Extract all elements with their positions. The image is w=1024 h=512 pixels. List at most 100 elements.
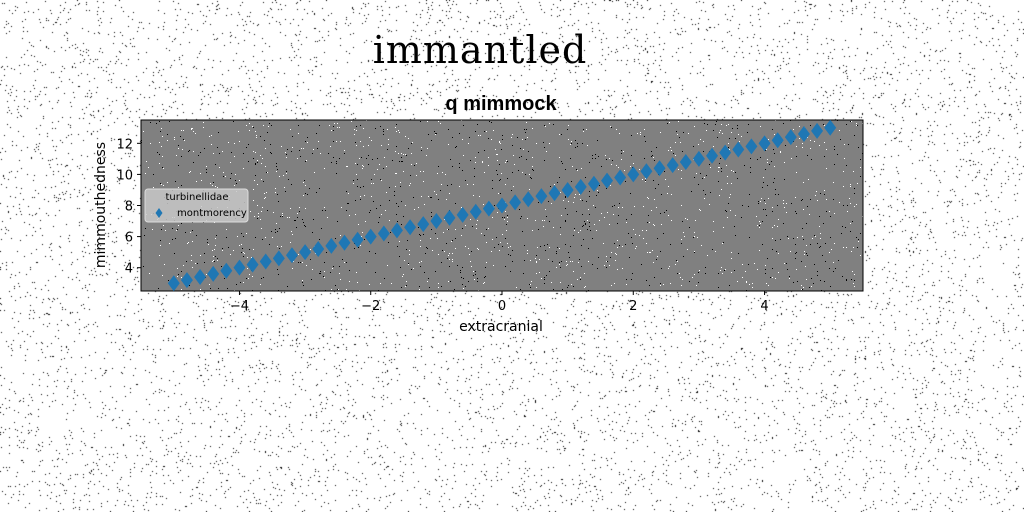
noise-dot <box>255 175 256 176</box>
noise-dot <box>273 212 274 213</box>
noise-dot <box>241 233 242 234</box>
noise-dot <box>290 208 291 209</box>
noise-dot <box>685 218 686 219</box>
data-point <box>601 172 614 189</box>
noise-dot <box>507 217 508 218</box>
noise-dot <box>762 187 763 188</box>
noise-dot <box>410 175 411 176</box>
noise-dot <box>316 133 317 134</box>
noise-dot <box>853 171 854 172</box>
noise-dot <box>671 194 672 195</box>
noise-dot <box>750 167 751 168</box>
noise-dot <box>801 200 802 201</box>
noise-dot <box>765 209 766 210</box>
noise-dot <box>228 247 229 248</box>
noise-dot <box>784 179 785 180</box>
noise-dot <box>520 148 521 149</box>
noise-dot <box>449 266 450 267</box>
noise-dot <box>262 239 263 240</box>
noise-dot <box>300 262 301 263</box>
noise-dot <box>399 241 400 242</box>
noise-dot <box>309 188 310 189</box>
noise-dot <box>181 130 182 131</box>
noise-dot <box>689 227 690 228</box>
noise-dot <box>597 140 598 141</box>
noise-dot <box>204 262 205 263</box>
noise-dot <box>513 186 514 187</box>
noise-dot <box>501 173 502 174</box>
noise-dot <box>178 225 179 226</box>
noise-dot <box>542 220 543 221</box>
noise-dot <box>335 285 336 286</box>
noise-dot <box>461 235 462 236</box>
noise-dot <box>177 229 178 230</box>
noise-dot <box>606 159 607 160</box>
noise-dot <box>806 279 807 280</box>
noise-dot <box>666 210 667 211</box>
noise-dot <box>681 170 682 171</box>
noise-dot <box>400 267 401 268</box>
noise-dot <box>597 190 598 191</box>
noise-dot <box>178 274 179 275</box>
noise-dot <box>749 194 750 195</box>
noise-dot <box>475 274 476 275</box>
noise-dot <box>203 127 204 128</box>
noise-dot <box>653 224 654 225</box>
noise-dot <box>820 233 821 234</box>
noise-dot <box>191 255 192 256</box>
noise-dot <box>716 121 717 122</box>
noise-dot <box>221 266 222 267</box>
noise-dot <box>396 203 397 204</box>
noise-dot <box>551 282 552 283</box>
noise-dot <box>312 153 313 154</box>
x-tick-label: 4 <box>760 299 768 314</box>
noise-dot <box>578 232 579 233</box>
noise-dot <box>175 238 176 239</box>
noise-dot <box>181 223 182 224</box>
noise-dot <box>169 243 170 244</box>
noise-dot <box>381 145 382 146</box>
noise-dot <box>541 278 542 279</box>
noise-dot <box>470 160 471 161</box>
noise-dot <box>375 128 376 129</box>
noise-dot <box>261 163 262 164</box>
noise-dot <box>856 123 857 124</box>
noise-dot <box>484 172 485 173</box>
noise-dot <box>831 249 832 250</box>
noise-dot <box>727 217 728 218</box>
noise-dot <box>726 165 727 166</box>
noise-dot <box>435 271 436 272</box>
noise-dot <box>447 185 448 186</box>
noise-dot <box>310 259 311 260</box>
noise-dot <box>331 289 332 290</box>
noise-dot <box>762 244 763 245</box>
noise-dot <box>248 278 249 279</box>
noise-dot <box>294 220 295 221</box>
noise-dot <box>784 207 785 208</box>
noise-dot <box>661 268 662 269</box>
noise-dot <box>860 176 861 177</box>
noise-dot <box>266 192 267 193</box>
noise-dot <box>692 277 693 278</box>
noise-dot <box>806 253 807 254</box>
noise-dot <box>529 189 530 190</box>
noise-dot <box>611 252 612 253</box>
noise-dot <box>360 199 361 200</box>
noise-dot <box>380 205 381 206</box>
noise-dot <box>304 225 305 226</box>
noise-dot <box>772 207 773 208</box>
noise-dot <box>764 200 765 201</box>
noise-dot <box>649 252 650 253</box>
noise-dot <box>745 271 746 272</box>
noise-dot <box>773 182 774 183</box>
noise-dot <box>677 134 678 135</box>
noise-dot <box>724 270 725 271</box>
noise-dot <box>371 140 372 141</box>
noise-dot <box>847 211 848 212</box>
noise-dot <box>681 205 682 206</box>
noise-dot <box>615 260 616 261</box>
noise-dot <box>648 215 649 216</box>
noise-dot <box>768 198 769 199</box>
noise-dot <box>434 131 435 132</box>
